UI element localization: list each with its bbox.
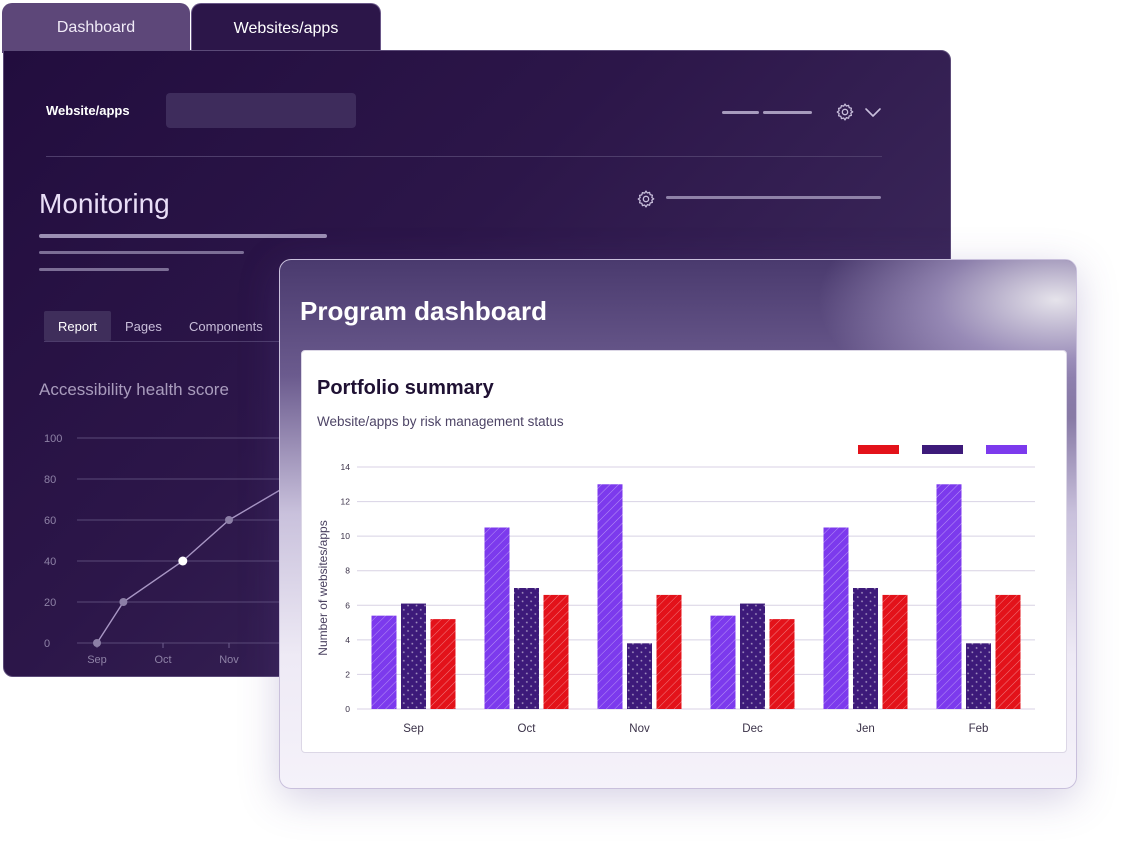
y-tick-label: 0 (44, 638, 50, 650)
bar (769, 619, 795, 709)
bar (543, 594, 569, 709)
bar (853, 588, 878, 709)
bar (597, 484, 623, 709)
bar (484, 527, 510, 709)
program-dashboard-title: Program dashboard (300, 296, 548, 326)
legend-swatch-red (858, 445, 899, 454)
monitoring-settings-icon[interactable] (636, 189, 656, 209)
y-tick-label: 100 (44, 433, 62, 445)
data-point (119, 598, 128, 606)
legend-swatch-dark-purple (922, 445, 963, 454)
tab-dashboard[interactable]: Dashboard (2, 3, 190, 53)
x-tick-label: Sep (403, 723, 423, 735)
bar (966, 643, 991, 709)
x-tick-label: Oct (518, 723, 537, 735)
y-tick-label: 2 (345, 669, 350, 679)
bar (740, 603, 765, 709)
x-tick-label: Nov (629, 723, 650, 735)
subtab-report[interactable]: Report (44, 311, 111, 341)
bar (823, 527, 849, 709)
y-tick-label: 0 (345, 704, 350, 714)
tab-dashboard-label: Dashboard (56, 19, 136, 36)
y-tick-label: 12 (341, 497, 351, 507)
x-tick-label: Nov (219, 654, 239, 666)
x-tick-label: Feb (969, 723, 989, 735)
legend-swatch-purple (986, 445, 1027, 454)
bar (514, 588, 539, 709)
y-tick-label: 20 (44, 597, 56, 609)
bar (882, 594, 908, 709)
health-score-title: Accessibility health score (39, 380, 229, 399)
data-point (178, 556, 188, 566)
portfolio-summary-subtitle: Website/apps by risk management status (317, 414, 564, 429)
description-placeholder-line (39, 234, 327, 238)
subtab-underline (44, 341, 324, 342)
y-tick-label: 80 (44, 474, 56, 486)
website-apps-label: Website/apps (46, 103, 130, 118)
header-divider (46, 156, 882, 157)
y-tick-label: 8 (345, 566, 350, 576)
bar (371, 615, 397, 709)
bar (936, 484, 962, 709)
bar (430, 619, 456, 709)
data-point (93, 639, 101, 647)
y-tick-label: 6 (345, 600, 350, 610)
page-title: Monitoring (39, 188, 170, 219)
chevron-down-icon[interactable] (864, 106, 882, 118)
bar (710, 615, 736, 709)
y-tick-label: 14 (341, 462, 351, 472)
bar (627, 643, 652, 709)
y-tick-label: 40 (44, 556, 56, 568)
subtab-pages[interactable]: Pages (125, 311, 162, 341)
health-score-line (96, 484, 289, 644)
x-tick-label: Oct (154, 654, 171, 666)
y-axis-label: Number of websites/apps (316, 520, 330, 655)
x-tick-label: Sep (87, 654, 107, 666)
portfolio-summary-title: Portfolio summary (317, 377, 494, 399)
monitoring-placeholder-line (666, 196, 881, 199)
y-tick-label: 10 (341, 531, 351, 541)
description-placeholder-line (39, 251, 244, 254)
data-point (225, 516, 233, 524)
settings-gear-icon[interactable] (835, 102, 855, 122)
y-tick-label: 4 (345, 635, 350, 645)
bar (995, 594, 1021, 709)
bar (401, 603, 426, 709)
header-placeholder-line (722, 111, 759, 114)
subtab-pages-label: Pages (125, 318, 162, 334)
subtab-report-label: Report (57, 318, 98, 334)
portfolio-summary-card: Portfolio summary Website/apps by risk m… (301, 350, 1067, 753)
description-placeholder-line (39, 268, 169, 271)
x-tick-label: Dec (742, 723, 763, 735)
subtab-components-label: Components (189, 318, 263, 334)
y-tick-label: 60 (44, 515, 56, 527)
portfolio-bar-chart: 0 2 4 6 8 10 12 14 Number of websites/apps Sep Oct… (316, 462, 1035, 735)
program-dashboard-window: Program dashboard Portfolio summary Webs… (279, 259, 1077, 789)
tab-websites-apps-label: Websites/apps (233, 20, 339, 37)
tab-websites-apps[interactable]: Websites/apps (191, 3, 381, 54)
website-apps-select[interactable] (166, 93, 356, 128)
bar (656, 594, 682, 709)
x-tick-label: Jen (856, 723, 875, 735)
header-placeholder-line (763, 111, 812, 114)
subtab-components[interactable]: Components (189, 311, 263, 341)
